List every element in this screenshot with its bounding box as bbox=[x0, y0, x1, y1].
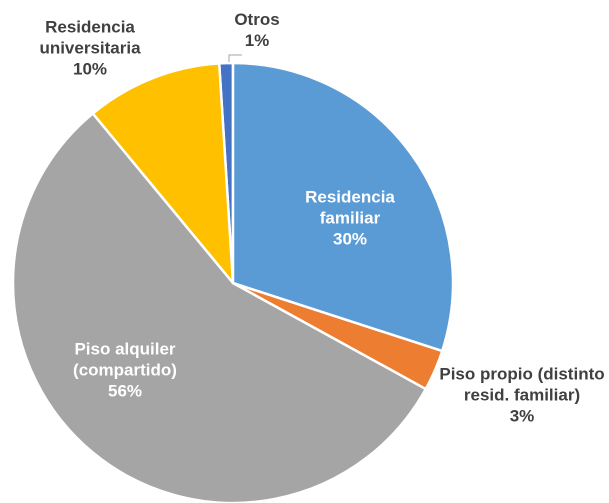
slice-label: Residencia familiar 30% bbox=[275, 187, 425, 250]
category-label: Residencia familiar bbox=[305, 187, 395, 228]
slice-label: Otros 1% bbox=[227, 9, 287, 51]
category-label: Piso propio (distinto resid. familiar) bbox=[439, 364, 605, 405]
pie-slice bbox=[11, 111, 428, 503]
value-label: 3% bbox=[509, 406, 535, 426]
leader-line bbox=[228, 54, 242, 62]
slice-label: Residencia universitaria 10% bbox=[0, 17, 180, 80]
value-label: 1% bbox=[244, 31, 270, 50]
category-label: Otros bbox=[234, 10, 280, 29]
value-label: 10% bbox=[72, 59, 108, 79]
slice-label: Piso propio (distinto resid. familiar) 3% bbox=[432, 364, 609, 427]
category-label: Residencia universitaria bbox=[39, 17, 141, 58]
value-label: 30% bbox=[332, 229, 368, 249]
pie-slice bbox=[231, 61, 455, 353]
category-label: Piso alquiler (compartido) bbox=[73, 339, 177, 380]
pie-slice bbox=[91, 62, 235, 287]
slice-label: Piso alquiler (compartido) 56% bbox=[40, 339, 210, 402]
value-label: 56% bbox=[107, 381, 143, 401]
